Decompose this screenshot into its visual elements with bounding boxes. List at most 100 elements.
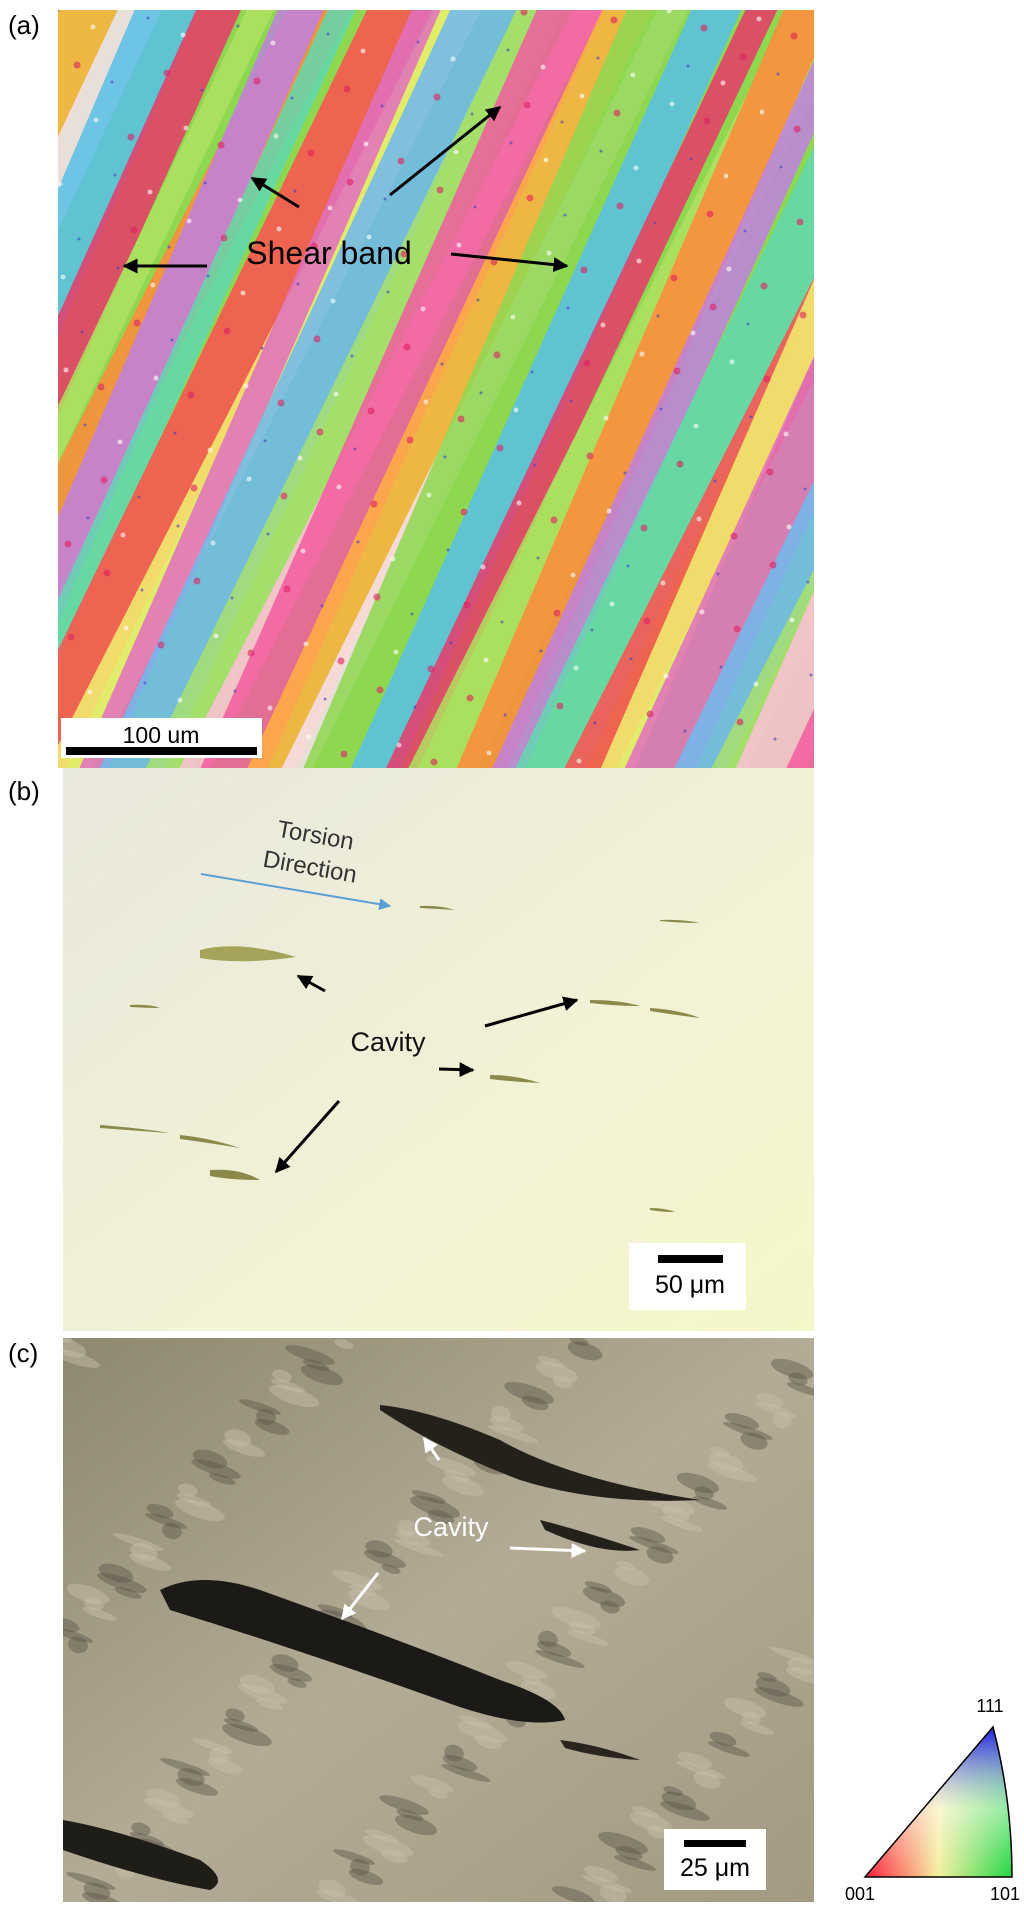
speckle [551, 517, 558, 524]
speckle [298, 456, 303, 461]
speckle [397, 743, 402, 748]
speckle [374, 594, 381, 601]
speckle [277, 227, 282, 232]
scale-label: 25 μm [680, 1854, 750, 1882]
speckle [267, 533, 270, 536]
speckle [807, 581, 810, 584]
speckle [181, 33, 186, 38]
speckle [677, 461, 684, 468]
speckle [517, 501, 522, 506]
speckle [98, 384, 105, 391]
speckle [114, 174, 117, 177]
speckle [324, 698, 327, 701]
speckle [634, 166, 639, 171]
speckle [431, 759, 438, 766]
speckle [211, 541, 216, 546]
speckle [404, 344, 411, 351]
speckle [734, 626, 741, 633]
speckle [497, 445, 504, 452]
speckle [607, 509, 612, 514]
speckle [317, 429, 324, 436]
speckle [631, 73, 636, 78]
speckle [747, 323, 750, 326]
speckle [381, 105, 384, 108]
speckle [307, 735, 312, 740]
speckle [547, 251, 552, 256]
speckle [64, 368, 69, 373]
speckle [671, 275, 678, 282]
speckle [327, 33, 330, 36]
speckle [134, 320, 141, 327]
speckle [727, 267, 732, 272]
speckle [248, 650, 255, 657]
speckle [737, 719, 744, 726]
speckle [481, 565, 486, 570]
speckle [434, 94, 441, 101]
speckle [601, 323, 606, 328]
speckle [471, 113, 474, 116]
speckle [484, 658, 489, 663]
speckle [447, 549, 450, 552]
speckle [391, 557, 396, 562]
speckle [480, 392, 483, 395]
speckle [351, 355, 354, 358]
speckle [760, 110, 765, 115]
grain-band [849, 0, 1024, 768]
speckle [411, 613, 414, 616]
speckle [581, 267, 588, 274]
speckle [234, 690, 237, 693]
speckle [514, 408, 519, 413]
speckle [640, 352, 645, 357]
speckle [337, 485, 342, 490]
speckle [534, 464, 537, 467]
speckle [454, 150, 459, 155]
speckle [187, 219, 192, 224]
speckle [441, 363, 444, 366]
speckle [790, 618, 795, 623]
speckle [168, 246, 171, 249]
speckle [570, 400, 573, 403]
speckle [241, 291, 246, 296]
speckle [597, 57, 600, 60]
speckle [304, 642, 309, 647]
scale-bar [66, 747, 257, 755]
speckle [244, 384, 249, 389]
speckle [494, 352, 501, 359]
scale-bar [684, 1840, 746, 1847]
speckle [437, 187, 444, 194]
speckle [398, 158, 405, 165]
speckle [231, 597, 234, 600]
speckle [57, 9, 60, 12]
speckle [68, 634, 75, 641]
speckle [740, 54, 747, 61]
speckle [204, 182, 207, 185]
speckle [554, 610, 561, 617]
speckle [117, 267, 120, 270]
speckle [707, 211, 714, 218]
speckle [247, 477, 252, 482]
speckle [544, 158, 549, 163]
speckle [600, 150, 603, 153]
speckle [361, 49, 366, 54]
speckle [694, 424, 699, 429]
speckle [364, 142, 369, 147]
speckle [594, 722, 597, 725]
ipf-label: 001 [845, 1884, 875, 1904]
speckle [124, 626, 129, 631]
speckle [524, 102, 531, 109]
speckle [417, 41, 420, 44]
speckle [178, 698, 183, 703]
speckle [91, 25, 96, 30]
speckle [154, 376, 159, 381]
speckle [274, 134, 279, 139]
speckle [810, 674, 813, 677]
speckle [604, 416, 609, 421]
speckle [278, 400, 285, 407]
speckle [371, 501, 378, 508]
speckle [451, 57, 456, 62]
speckle [338, 658, 345, 665]
ebsd-map [0, 0, 1024, 768]
speckle [334, 392, 339, 397]
speckle [584, 360, 591, 367]
